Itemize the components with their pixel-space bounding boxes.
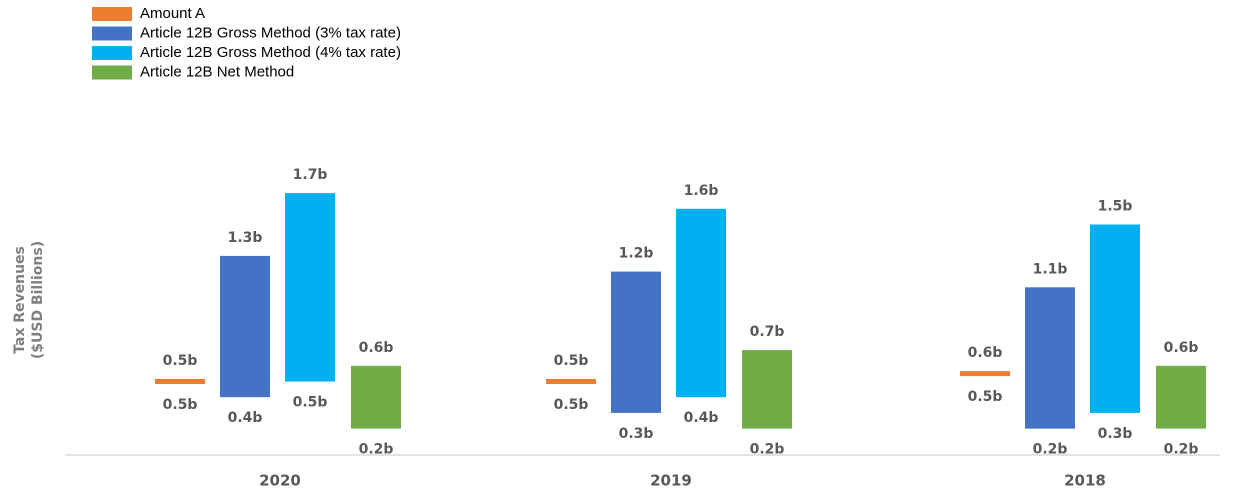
data-label: 0.2b: [359, 442, 394, 458]
data-label: 0.5b: [554, 353, 589, 369]
data-label: 0.5b: [163, 397, 198, 413]
data-label: 0.6b: [359, 340, 394, 356]
legend-label: Amount A: [140, 5, 205, 22]
legend-swatch: [92, 65, 132, 80]
data-label: 1.2b: [619, 246, 654, 262]
y-axis-label: Tax Revenues: [12, 246, 28, 354]
legend-label: Article 12B Net Method: [140, 63, 294, 80]
data-label: 0.5b: [163, 353, 198, 369]
bar: [546, 379, 596, 384]
bar: [742, 350, 792, 429]
data-label: 0.2b: [1033, 442, 1068, 458]
data-label: 0.6b: [1164, 340, 1199, 356]
data-label: 0.6b: [968, 345, 1003, 361]
data-label: 0.7b: [750, 324, 785, 340]
bar: [220, 255, 270, 398]
bar: [1156, 365, 1206, 429]
legend-label: Article 12B Gross Method (3% tax rate): [140, 24, 401, 41]
bar: [960, 371, 1010, 377]
data-label: 1.3b: [228, 230, 263, 246]
y-axis-label: ($USD Billions): [30, 241, 46, 359]
bar: [1025, 287, 1075, 429]
bar: [351, 365, 401, 429]
data-label: 0.5b: [968, 389, 1003, 405]
legend-swatch: [92, 7, 132, 21]
data-label: 0.3b: [619, 426, 654, 442]
data-label: 1.1b: [1033, 261, 1068, 277]
data-label: 0.5b: [554, 397, 589, 413]
x-tick-label: 2019: [650, 472, 692, 490]
data-label: 1.7b: [293, 167, 328, 183]
data-label: 0.4b: [684, 410, 719, 426]
data-label: 0.2b: [750, 442, 785, 458]
legend-swatch: [92, 46, 132, 60]
x-tick-label: 2020: [259, 472, 301, 490]
bar: [1090, 224, 1140, 413]
data-label: 0.5b: [293, 395, 328, 411]
data-label: 1.6b: [684, 183, 719, 199]
data-label: 0.2b: [1164, 442, 1199, 458]
bar: [155, 379, 205, 384]
legend-swatch: [92, 26, 132, 41]
x-tick-label: 2018: [1064, 472, 1106, 490]
data-label: 0.4b: [228, 410, 263, 426]
data-label: 0.3b: [1098, 426, 1133, 442]
bar: [611, 271, 661, 413]
bar: [676, 208, 726, 398]
data-label: 1.5b: [1098, 199, 1133, 215]
legend-label: Article 12B Gross Method (4% tax rate): [140, 44, 401, 61]
bar: [285, 193, 335, 382]
